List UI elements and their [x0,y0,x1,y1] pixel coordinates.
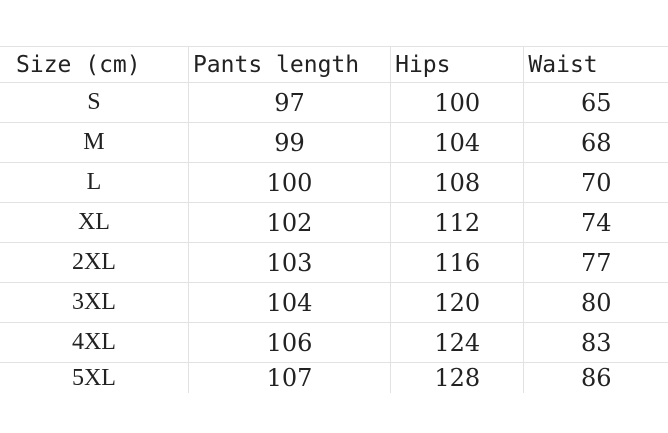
cell-size: XL [0,202,189,243]
cell-hips: 120 [390,282,525,323]
table-row: M 99 104 68 [0,122,668,163]
cell-pants-length: 97 [187,82,392,123]
header-size: Size (cm) [0,46,189,83]
table-row: XL 102 112 74 [0,202,668,243]
table-row: S 97 100 65 [0,82,668,123]
cell-pants-length: 100 [187,162,392,203]
header-pants-length: Pants length [187,46,392,83]
cell-size: M [0,122,189,163]
cell-pants-length: 106 [187,322,392,363]
header-hips: Hips [390,46,525,83]
cell-waist: 65 [523,82,668,123]
cell-size: L [0,162,189,203]
table-row: 5XL 107 128 86 [0,362,668,393]
cell-hips: 128 [390,362,525,393]
cell-waist: 68 [523,122,668,163]
cell-pants-length: 102 [187,202,392,243]
cell-waist: 83 [523,322,668,363]
cell-size: S [0,82,189,123]
size-chart-table: Size (cm) Pants length Hips Waist S 97 100… [0,46,668,393]
cell-size: 5XL [0,362,189,393]
cell-hips: 108 [390,162,525,203]
cell-waist: 86 [523,362,668,393]
cell-waist: 77 [523,242,668,283]
cell-hips: 116 [390,242,525,283]
cell-size: 4XL [0,322,189,363]
cell-waist: 70 [523,162,668,203]
header-row: Size (cm) Pants length Hips Waist [0,46,668,83]
cell-size: 3XL [0,282,189,323]
cell-hips: 104 [390,122,525,163]
cell-hips: 112 [390,202,525,243]
cell-pants-length: 99 [187,122,392,163]
cell-waist: 74 [523,202,668,243]
cell-hips: 100 [390,82,525,123]
cell-waist: 80 [523,282,668,323]
table-row: 4XL 106 124 83 [0,322,668,363]
cell-pants-length: 103 [187,242,392,283]
table-row: 2XL 103 116 77 [0,242,668,283]
cell-hips: 124 [390,322,525,363]
table-row: L 100 108 70 [0,162,668,203]
header-waist: Waist [523,46,668,83]
cell-pants-length: 104 [187,282,392,323]
cell-size: 2XL [0,242,189,283]
table-row: 3XL 104 120 80 [0,282,668,323]
cell-pants-length: 107 [187,362,392,393]
